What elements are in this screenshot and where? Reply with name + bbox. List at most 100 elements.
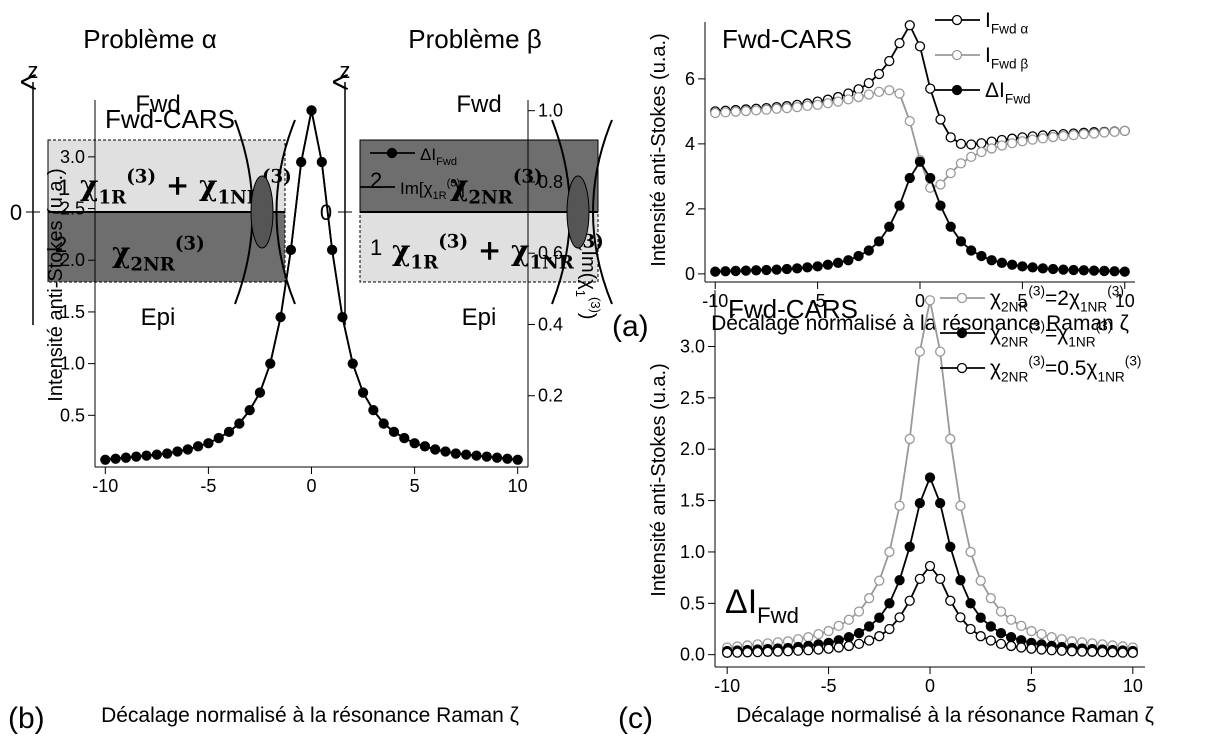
data-point [1016, 620, 1027, 632]
data-point [781, 102, 793, 114]
data-point [1119, 266, 1130, 277]
text-part: (3) [126, 166, 156, 187]
fwd-label: Fwd [135, 91, 180, 118]
data-point [762, 646, 773, 657]
data-point [934, 498, 946, 509]
data-point [1005, 640, 1017, 652]
data-point [955, 575, 966, 586]
fwd-label: Fwd [456, 91, 501, 118]
text-part: + χ [468, 234, 529, 267]
x-axis-label: Décalage normalisé à la résonance Raman … [736, 704, 1154, 727]
data-point [853, 627, 865, 639]
data-point [772, 646, 784, 657]
data-point [730, 106, 741, 117]
y-tick-label: 2.5 [680, 388, 705, 408]
data-point [976, 250, 987, 262]
data-point [1078, 128, 1089, 140]
data-point [986, 143, 997, 154]
data-point [955, 236, 967, 247]
text-part: =2χ [1045, 287, 1080, 310]
text-part: (3) [262, 166, 292, 187]
data-point [1046, 632, 1057, 643]
data-point [771, 264, 782, 275]
data-point [904, 115, 915, 127]
data-point [884, 55, 895, 67]
y2-axis-label: Im(χ1(3)) [573, 250, 603, 319]
text-part: χ [990, 322, 1001, 345]
data-point [894, 575, 905, 586]
y-tick-label: 2 [685, 199, 695, 219]
x-tick-label: -5 [200, 476, 216, 496]
text-part: Im[χ [400, 179, 433, 198]
legend-marker [386, 147, 398, 159]
y-tick-label: 1.5 [680, 491, 705, 511]
data-point [955, 612, 966, 623]
text-part: + χ [156, 169, 217, 202]
text-part: 2NR [468, 187, 513, 208]
text-part: 1NR [1097, 369, 1124, 384]
y-axis-label: Intensité anti-Stokes (u.a.) [45, 168, 67, 401]
x-tick-label: 5 [410, 476, 420, 496]
data-point [843, 255, 854, 266]
data-point [832, 96, 844, 107]
y-tick-label: 0.5 [680, 593, 705, 613]
data-point [935, 114, 946, 125]
data-point [823, 625, 834, 637]
panel-label: (b) [8, 702, 45, 735]
y-tick-label: 1.0 [680, 542, 705, 562]
data-point [1016, 642, 1027, 653]
panel-label: (a) [612, 310, 649, 343]
data-point [1036, 644, 1047, 655]
x-tick-label: 10 [1115, 291, 1135, 311]
data-point [1047, 131, 1059, 143]
data-point [1127, 647, 1138, 658]
data-point [986, 255, 997, 266]
layer-expr: χ1R(3) + χ1NR(3) [80, 166, 292, 208]
text-part: 1 [573, 290, 588, 297]
data-point [853, 638, 865, 650]
legend-marker [951, 84, 963, 96]
data-point [945, 221, 956, 232]
data-point [975, 612, 986, 623]
data-point [935, 200, 946, 211]
y-tick-label: 2.5 [60, 199, 85, 219]
data-point [996, 257, 1008, 268]
data-point [945, 541, 956, 552]
data-point [1117, 647, 1128, 658]
data-point [864, 635, 875, 646]
legend-label: χ2NR(3)=2χ1NR(3) [990, 284, 1124, 315]
text-part: I [985, 44, 991, 67]
data-point [832, 257, 844, 268]
data-point [740, 105, 752, 117]
data-point [873, 236, 885, 247]
data-point [1027, 134, 1038, 145]
text-part: 1R [410, 252, 439, 273]
data-point [873, 68, 885, 80]
text-part: (3) [1028, 284, 1045, 299]
text-part: χ [80, 169, 98, 202]
data-point [1056, 645, 1067, 656]
axis-label: z [28, 58, 39, 83]
data-point [803, 632, 814, 643]
data-point [955, 500, 966, 511]
layer-index: 2 [370, 168, 382, 193]
data-point [966, 139, 977, 150]
data-point [884, 221, 895, 232]
layer-top [359, 139, 599, 213]
data-point [1037, 263, 1049, 274]
data-point [1066, 646, 1078, 657]
x-tick-label: -5 [810, 291, 826, 311]
data-point [1076, 646, 1088, 657]
y-axis-label: Intensité anti-Stokes (u.a.) [648, 363, 670, 596]
data-point [914, 346, 926, 357]
data-point [863, 89, 874, 100]
data-point [823, 643, 834, 654]
y-tick-label: 6 [685, 69, 695, 89]
data-point [751, 265, 762, 276]
data-point [965, 623, 976, 635]
data-point [1099, 265, 1110, 277]
legend-label: Im[χ1R(3)] [400, 177, 465, 202]
axis-label: z [340, 58, 351, 83]
